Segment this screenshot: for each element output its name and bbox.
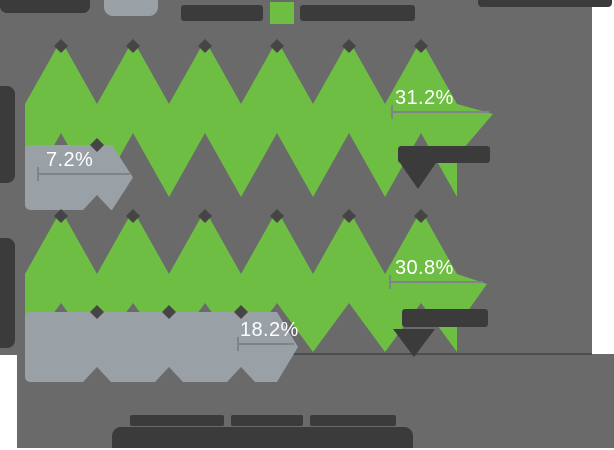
cropped-header-bar (478, 0, 612, 7)
value-label-green-1: 31.2% (395, 87, 454, 109)
gray-bar-group2 (25, 312, 298, 382)
footnote-text-obscured (231, 415, 303, 426)
value-label-green-2: 30.8% (395, 257, 454, 279)
footer-title-obscured (112, 427, 413, 448)
value-label-gray-1: 7.2% (46, 149, 94, 171)
footnote-text-obscured (130, 415, 224, 426)
bar-bottom-notches (83, 195, 255, 382)
callout-text-obscured (402, 309, 488, 327)
category-label-obscured (0, 238, 15, 348)
value-label-gray-2: 18.2% (240, 319, 299, 341)
legend-green-swatch (270, 2, 294, 24)
cropped-header-element (0, 0, 90, 13)
category-label-obscured (0, 86, 15, 183)
gray-bar-group1 (25, 145, 133, 210)
green-bar-group1 (25, 40, 493, 197)
green-bar-group2 (25, 210, 487, 352)
peak-diamond-accents (54, 39, 428, 319)
legend-label-obscured (181, 5, 263, 21)
callout-pointer-icon (393, 329, 435, 357)
legend-label-obscured (300, 5, 415, 21)
callout-text-obscured (398, 146, 490, 163)
leader-lines (37, 105, 489, 351)
footnote-text-obscured (310, 415, 396, 426)
callout-pointer-icon (400, 163, 436, 189)
cropped-gray-element (104, 0, 158, 16)
